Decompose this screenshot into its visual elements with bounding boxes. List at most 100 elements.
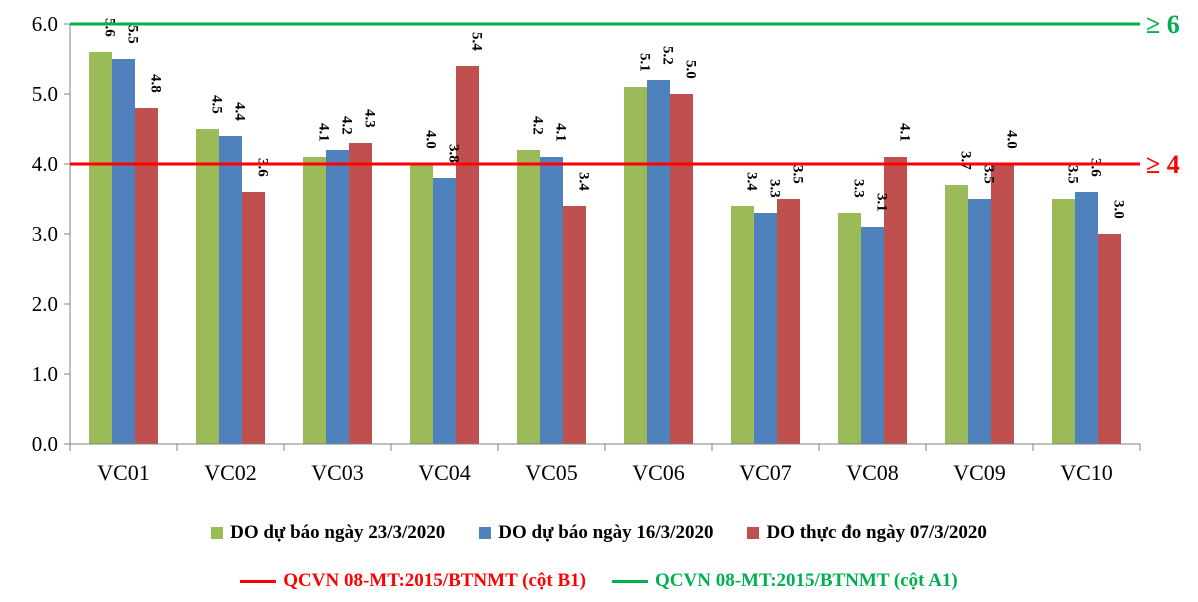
legend-swatch-series-2 (479, 527, 492, 539)
bar-series-2-vc04 (433, 178, 456, 444)
x-tick-label-vc07: VC07 (739, 460, 792, 485)
legend-item-threshold-b1: QCVN 08-MT:2015/BTNMT (cột B1) (240, 570, 586, 592)
data-label-series-1-vc03: 4.1 (316, 123, 332, 142)
x-tick-label-vc10: VC10 (1060, 460, 1113, 485)
legend-line-threshold-a1 (612, 579, 648, 583)
bar-series-3-vc04 (456, 66, 479, 444)
legend-swatch-series-3 (747, 527, 760, 539)
legend-series: DO dự báo ngày 23/3/2020 DO dự báo ngày … (0, 522, 1198, 544)
bar-series-2-vc07 (754, 213, 777, 444)
y-tick-label: 6.0 (32, 12, 58, 36)
legend-swatch-series-1 (211, 527, 224, 539)
bar-series-3-vc06 (670, 94, 693, 444)
legend-label-series-2: DO dự báo ngày 16/3/2020 (498, 522, 714, 543)
data-label-series-3-vc08: 4.1 (897, 123, 913, 142)
bar-series-3-vc10 (1098, 234, 1121, 444)
y-axis-ticks: 0.0 1.0 2.0 3.0 4.0 5.0 6.0 (32, 12, 70, 456)
bar-series-2-vc05 (540, 157, 563, 444)
data-label-series-1-vc08: 3.3 (851, 179, 867, 198)
y-tick-label: 1.0 (32, 362, 58, 386)
legend-label-threshold-b1: QCVN 08-MT:2015/BTNMT (cột B1) (283, 570, 586, 591)
bar-series-2-vc10 (1075, 192, 1098, 444)
x-tick-label-vc08: VC08 (846, 460, 899, 485)
data-label-series-3-vc01: 4.8 (148, 74, 164, 93)
threshold-label-b1: ≥ 4 (1146, 150, 1180, 179)
bar-series-2-vc08 (861, 227, 884, 444)
data-label-series-2-vc04: 3.8 (446, 144, 462, 163)
legend-item-series-3: DO thực đo ngày 07/3/2020 (747, 522, 987, 544)
data-label-series-2-vc07: 3.3 (767, 179, 783, 198)
bar-series-2-vc01 (112, 59, 135, 444)
bar-series-2-vc09 (968, 199, 991, 444)
bar-series-1-vc09 (945, 185, 968, 444)
data-label-series-1-vc06: 5.1 (637, 53, 653, 72)
threshold-label-a1: ≥ 6 (1146, 10, 1180, 39)
bar-series-3-vc02 (242, 192, 265, 444)
bar-series-2-vc03 (326, 150, 349, 444)
legend-thresholds: QCVN 08-MT:2015/BTNMT (cột B1) QCVN 08-M… (0, 570, 1198, 592)
data-label-series-3-vc09: 4.0 (1004, 130, 1020, 149)
legend-label-series-1: DO dự báo ngày 23/3/2020 (230, 522, 446, 543)
legend-item-series-1: DO dự báo ngày 23/3/2020 (211, 522, 445, 544)
x-tick-label-vc01: VC01 (97, 460, 150, 485)
bar-series-2-vc02 (219, 136, 242, 444)
data-label-series-2-vc09: 3.5 (981, 165, 997, 184)
data-label-series-2-vc06: 5.2 (660, 46, 676, 65)
data-label-series-1-vc10: 3.5 (1065, 165, 1081, 184)
x-tick-label-vc04: VC04 (418, 460, 471, 485)
bar-series-1-vc03 (303, 157, 326, 444)
bar-series-3-vc03 (349, 143, 372, 444)
data-label-series-1-vc04: 4.0 (423, 130, 439, 149)
data-label-series-2-vc02: 4.4 (232, 102, 248, 121)
bar-series-3-vc09 (991, 164, 1014, 444)
data-label-series-1-vc02: 4.5 (209, 95, 225, 114)
data-label-series-1-vc05: 4.2 (530, 116, 546, 135)
bar-series-1-vc08 (838, 213, 861, 444)
y-tick-label: 4.0 (32, 152, 58, 176)
x-tick-label-vc09: VC09 (953, 460, 1006, 485)
data-label-series-3-vc02: 3.6 (255, 158, 271, 177)
legend-item-series-2: DO dự báo ngày 16/3/2020 (479, 522, 713, 544)
bar-series-1-vc07 (731, 206, 754, 444)
bar-series-3-vc07 (777, 199, 800, 444)
data-label-series-2-vc10: 3.6 (1088, 158, 1104, 177)
data-label-series-3-vc03: 4.3 (362, 109, 378, 128)
bar-series-3-vc05 (563, 206, 586, 444)
y-tick-label: 0.0 (32, 432, 58, 456)
data-label-series-3-vc10: 3.0 (1111, 200, 1127, 219)
legend-label-series-3: DO thực đo ngày 07/3/2020 (766, 522, 987, 543)
bar-series-3-vc08 (884, 157, 907, 444)
bar-series-3-vc01 (135, 108, 158, 444)
data-label-series-1-vc07: 3.4 (744, 172, 760, 191)
data-label-series-3-vc05: 3.4 (576, 172, 592, 191)
bar-series-1-vc02 (196, 129, 219, 444)
legend-label-threshold-a1: QCVN 08-MT:2015/BTNMT (cột A1) (655, 570, 958, 591)
legend-line-threshold-b1 (240, 579, 277, 583)
x-tick-label-vc03: VC03 (311, 460, 364, 485)
y-tick-label: 5.0 (32, 82, 58, 106)
data-label-series-2-vc03: 4.2 (339, 116, 355, 135)
data-labels-group: 5.6 4.5 4.1 4.0 4.2 5.1 3.4 3.3 3.7 3.5 5.5 4.4 4.2 3… (102, 18, 1127, 219)
x-tick-label-vc02: VC02 (204, 460, 257, 485)
bar-series-1-vc10 (1052, 199, 1075, 444)
y-tick-label: 3.0 (32, 222, 58, 246)
bar-series-1-vc06 (624, 87, 647, 444)
bar-series-1-vc04 (410, 164, 433, 444)
bar-series-1-vc01 (89, 52, 112, 444)
x-axis-ticks: VC01 VC02 VC03 VC04 VC05 VC06 VC07 VC08 VC09 VC10 (69, 444, 1141, 485)
data-label-series-2-vc05: 4.1 (553, 123, 569, 142)
data-label-series-2-vc01: 5.5 (125, 25, 141, 44)
data-label-series-3-vc06: 5.0 (683, 60, 699, 79)
data-label-series-1-vc09: 3.7 (958, 151, 974, 170)
bar-series-1-vc05 (517, 150, 540, 444)
data-label-series-3-vc04: 5.4 (469, 32, 485, 51)
x-tick-label-vc06: VC06 (632, 460, 685, 485)
y-tick-label: 2.0 (32, 292, 58, 316)
threshold-lines: ≥ 4 ≥ 6 (70, 10, 1180, 179)
legend-item-threshold-a1: QCVN 08-MT:2015/BTNMT (cột A1) (612, 570, 958, 592)
data-label-series-1-vc01: 5.6 (102, 18, 118, 37)
data-label-series-3-vc07: 3.5 (790, 165, 806, 184)
data-label-series-2-vc08: 3.1 (874, 193, 890, 212)
bar-series-2-vc06 (647, 80, 670, 444)
